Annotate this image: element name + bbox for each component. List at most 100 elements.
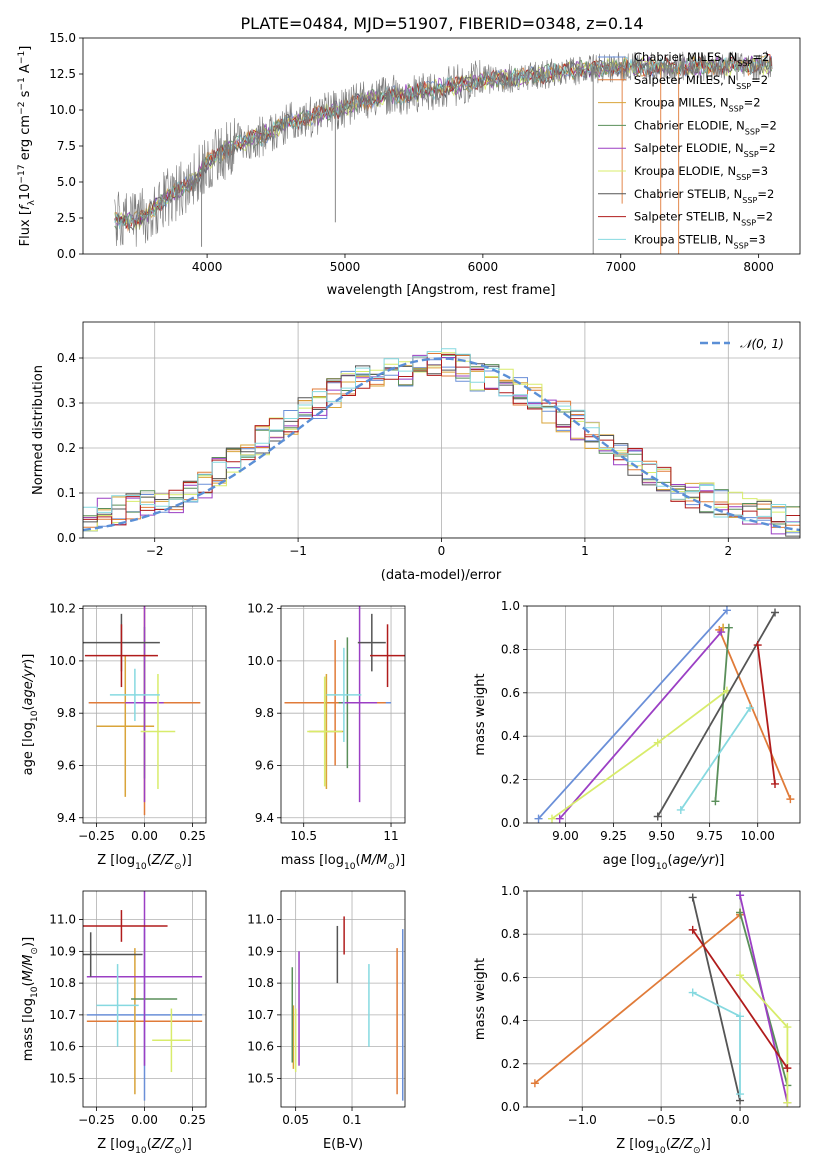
- mass-ebv-panel: 0.05 0.1 10.5 10.6 10.7 10.8 10.9 11.0 E(B-V): [247, 890, 406, 1152]
- mass-z-panel-xlabel-part: )]: [182, 1137, 192, 1152]
- age-mass-panel-xlabel-part: (: [356, 853, 361, 868]
- legend-label: Kroupa ELODIE, NSSP=3: [634, 164, 768, 182]
- mass-z-panel-xlabel: Z [log10(Z/Z⊙)]: [97, 1137, 192, 1156]
- residual-panel-plot-area: [83, 322, 800, 538]
- weight-age-panel-frame: [526, 605, 801, 824]
- spectrum-ylabel-part: Flux [: [18, 210, 33, 246]
- age-z-panel-ytick-label: 9.4: [57, 811, 76, 825]
- residual-panel-ytick-label: 0.1: [57, 486, 76, 500]
- mass-z-panel-ytick-label: 11.0: [49, 913, 76, 927]
- age-z-panel-ytick-label: 10.0: [49, 654, 76, 668]
- weight-age-panel-point-marker: [717, 628, 726, 637]
- spectrum-ylabel-part: erg cm: [18, 115, 33, 164]
- weight-z-panel-series-line: [691, 929, 789, 1069]
- mass-z-panel-ylabel-part: )]: [21, 937, 36, 947]
- legend-label: Chabrier ELODIE, NSSP=2: [634, 118, 777, 136]
- weight-age-panel-xtick-label: 9.50: [648, 829, 675, 843]
- weight-z-panel-ytick-label: 0.0: [501, 1100, 520, 1114]
- spectrum-panel-frame: [82, 37, 801, 255]
- spectrum-panel-plot-area: [114, 50, 773, 254]
- mass-ebv-panel-ytick-label: 11.0: [247, 913, 274, 927]
- mass-ebv-panel-ytick-label: 10.8: [247, 976, 274, 990]
- age-z-panel-ylabel-part: 10: [30, 710, 40, 722]
- residual-panel: −2 −1 0 1 2 0.0 0.1 0.2 0.3 0.4 𝒩(0, 1) (data-model…: [31, 321, 801, 583]
- spectrum-ylabel-part: −1: [17, 51, 27, 64]
- weight-z-panel-ytick-label: 1.0: [501, 884, 520, 898]
- legend-label-part: Salpeter MILES, N: [634, 73, 736, 87]
- weight-z-panel-frame: [526, 890, 801, 1108]
- weight-z-panel-point-marker: [530, 1079, 539, 1088]
- legend-label: Kroupa MILES, NSSP=2: [634, 96, 761, 114]
- mass-ebv-panel-ytick-label: 10.9: [247, 944, 274, 958]
- residual-xlabel: (data-model)/error: [381, 568, 502, 583]
- mass-z-panel-ylabel-part: ⊙: [30, 947, 40, 955]
- weight-z-panel-ytick-label: 0.2: [501, 1057, 520, 1071]
- residual-panel-frame: [82, 321, 801, 539]
- age-z-panel-plot-area: [83, 606, 206, 823]
- age-z-panel-ytick-label: 9.6: [57, 758, 76, 772]
- weight-z-panel-point-marker: [736, 891, 745, 900]
- spectrum-panel: 4000 5000 6000 7000 8000 0.0 2.5 5.0 7.5 10.0 12.5…: [17, 31, 801, 298]
- residual-panel-xtick-label: 2: [724, 544, 732, 558]
- spectrum-panel-ytick-label: 10.0: [49, 103, 76, 117]
- mass-ebv-panel-ytick-label: 10.7: [247, 1008, 274, 1022]
- weight-age-panel-xlabel-part: (: [667, 853, 672, 868]
- mass-z-panel-ytick-label: 10.9: [49, 944, 76, 958]
- legend-label-part: SSP: [736, 81, 751, 90]
- weight-z-panel-point-marker: [688, 925, 697, 934]
- mass-z-panel-plot-area: [83, 891, 206, 1107]
- legend-label-part: SSP: [736, 173, 751, 182]
- age-mass-panel-ytick-label: 9.8: [255, 706, 274, 720]
- weight-z-panel-xtick-label: 0.0: [730, 1113, 749, 1127]
- weight-z-panel-ytick-label: 0.4: [501, 1014, 520, 1028]
- weight-age-panel-point-marker: [771, 608, 780, 617]
- age-z-panel-xtick-label: 0.25: [179, 829, 206, 843]
- legend-label-part: SSP: [742, 195, 757, 204]
- weight-age-panel-xtick-label: 9.75: [696, 829, 723, 843]
- mass-z-panel-ytick-label: 10.6: [49, 1040, 76, 1054]
- age-mass-panel-plot-area: [281, 606, 405, 823]
- legend-label-part: =2: [744, 96, 761, 110]
- weight-z-panel-xtick-label: −0.5: [647, 1113, 676, 1127]
- mass-z-panel-ylabel: mass [log10(M/M⊙)]: [21, 937, 40, 1061]
- age-mass-panel: 10.5 11 9.4 9.6 9.8 10.0 10.2 mass [log10(M/M⊙)…: [247, 602, 406, 872]
- weight-age-panel-ytick-label: 1.0: [501, 599, 520, 613]
- weight-age-panel-point-marker: [753, 641, 762, 650]
- mass-z-panel-ylabel-part: M/M: [21, 955, 36, 982]
- weight-age-panel-point-marker: [653, 738, 662, 747]
- legend-label-part: Chabrier STELIB, N: [634, 187, 742, 201]
- weight-age-panel-series-line: [756, 644, 776, 785]
- mass-z-panel-ylabel-part: mass [log: [21, 998, 36, 1061]
- weight-z-panel-point-marker: [688, 988, 697, 997]
- weight-z-panel-ylabel: mass weight: [473, 958, 488, 1040]
- mass-ebv-panel-xlabel: E(B-V): [323, 1137, 363, 1152]
- mass-ebv-panel-xtick-label: 0.1: [342, 1113, 361, 1127]
- legend-label-part: Kroupa STELIB, N: [634, 232, 734, 246]
- legend-label-part: =2: [751, 73, 768, 87]
- residual-panel-ytick-label: 0.2: [57, 441, 76, 455]
- weight-age-panel-xtick-label: 9.25: [600, 829, 627, 843]
- legend-label: Salpeter MILES, NSSP=2: [634, 73, 768, 91]
- weight-age-panel-series-line: [718, 629, 792, 800]
- age-z-panel-ylabel-part: age [log: [21, 722, 36, 775]
- legend-label: Chabrier STELIB, NSSP=2: [634, 187, 774, 205]
- weight-age-panel-ytick-label: 0.8: [501, 642, 520, 656]
- weight-z-panel-point-marker: [783, 1023, 792, 1032]
- data-spectrum-line: [114, 50, 773, 247]
- weight-z-panel-ytick-label: 0.6: [501, 970, 520, 984]
- legend-label-part: =3: [751, 164, 768, 178]
- weight-age-panel-point-marker: [534, 814, 543, 823]
- weight-age-panel-point-marker: [722, 606, 731, 615]
- legend-label-part: =2: [759, 141, 776, 155]
- weight-z-panel-point-marker: [736, 1012, 745, 1021]
- weight-age-panel-ytick-label: 0.0: [501, 816, 520, 830]
- weight-z-panel-point-marker: [783, 1064, 792, 1073]
- age-mass-panel-ytick-label: 9.4: [255, 811, 274, 825]
- weight-z-panel-series-line: [691, 897, 741, 1101]
- legend-label: Chabrier MILES, NSSP=2: [634, 50, 769, 68]
- weight-z-panel-ytick-label: 0.8: [501, 927, 520, 941]
- age-z-panel-xlabel-part: ⊙: [174, 862, 182, 872]
- legend-label-part: Kroupa MILES, N: [634, 96, 729, 110]
- weight-age-panel-xlabel: age [log10(age/yr)]: [603, 853, 725, 872]
